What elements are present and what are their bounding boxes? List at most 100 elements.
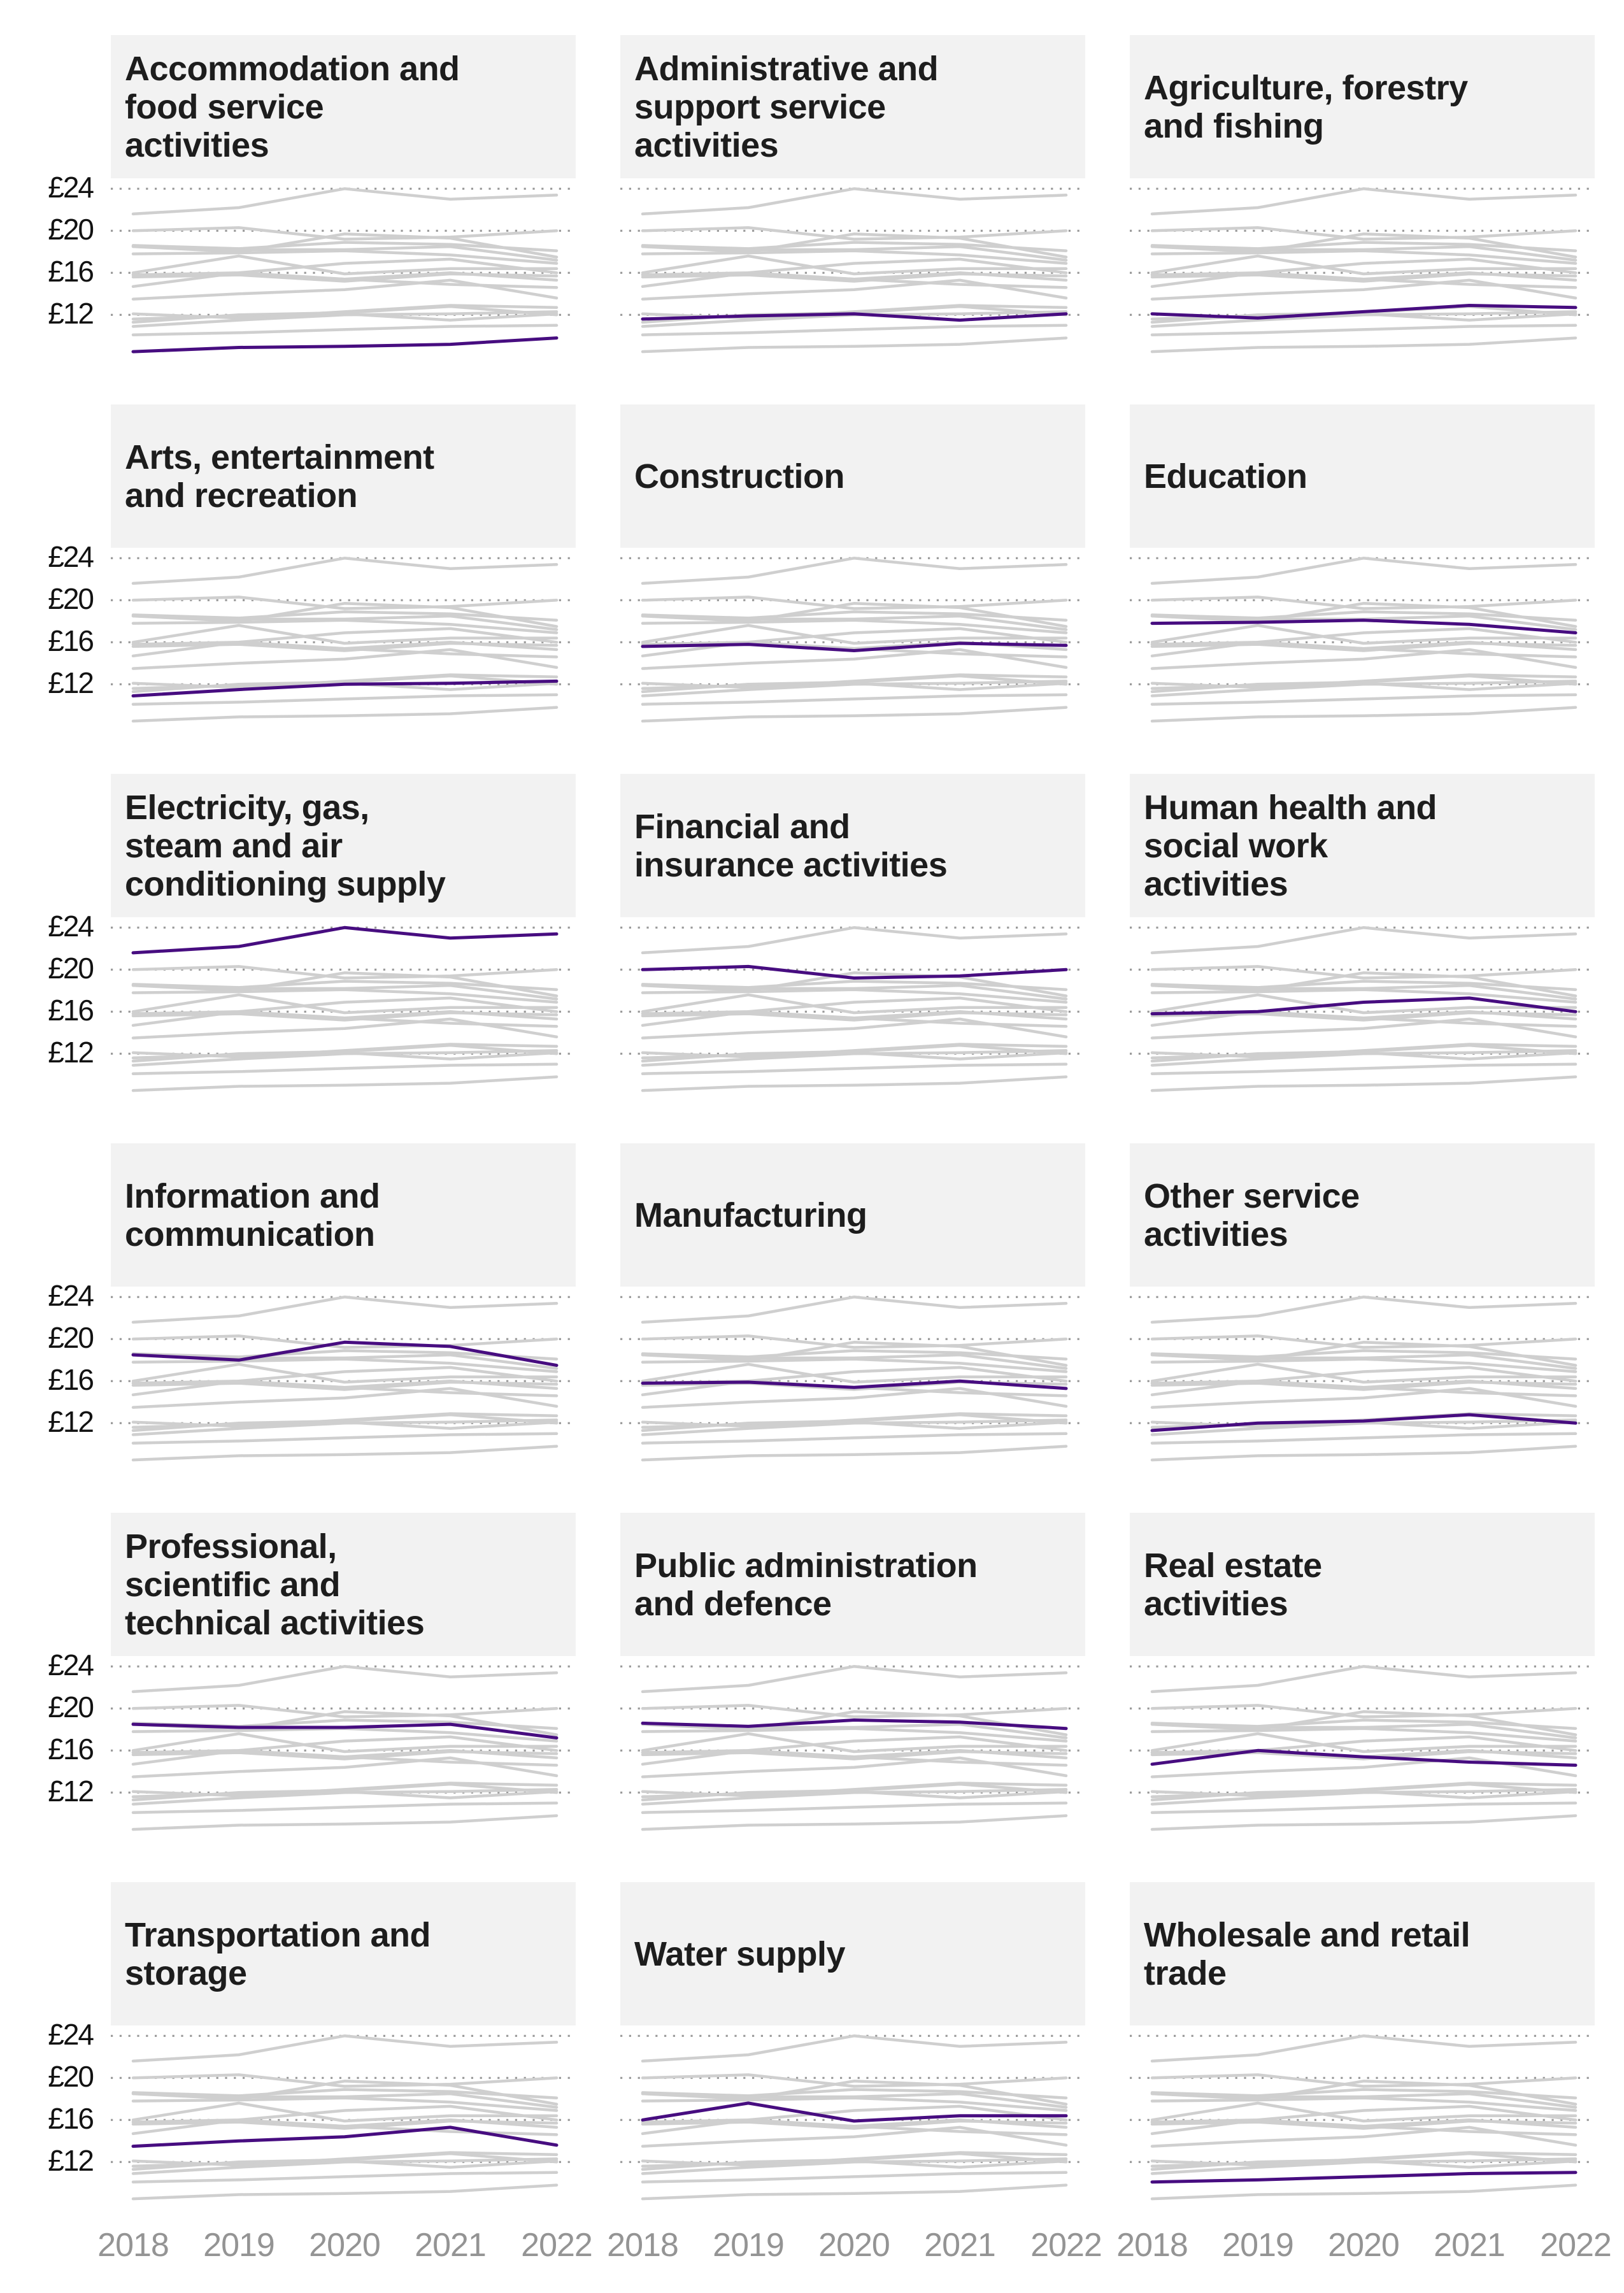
context-line-financial-and-insurance-activities bbox=[1150, 965, 1578, 980]
chart-electricity-gas-steam-and-air-conditioning-supply bbox=[111, 925, 576, 1092]
y-axis-label: £24 bbox=[48, 2018, 94, 2052]
context-line-public-administration-and-defence bbox=[1150, 610, 1578, 622]
context-line-other-service-activities bbox=[641, 1043, 1068, 1063]
y-axis: £24 £20 £16 £12 bbox=[0, 35, 96, 404]
context-line-wholesale-and-retail-trade bbox=[131, 324, 559, 336]
context-line-financial-and-insurance-activities bbox=[641, 226, 1068, 241]
panel-title: Administrative and support service activ… bbox=[634, 49, 939, 164]
chart-agriculture-forestry-and-fishing bbox=[1130, 187, 1595, 354]
context-line-transportation-and-storage bbox=[1150, 1387, 1578, 1409]
panel-title-block: Electricity, gas, steam and air conditio… bbox=[111, 774, 576, 917]
x-axis-label: 2019 bbox=[203, 2227, 275, 2264]
context-line-wholesale-and-retail-trade bbox=[1150, 1801, 1578, 1814]
panel-title-block: Education bbox=[1130, 404, 1595, 548]
y-axis-label: £20 bbox=[48, 2060, 94, 2094]
context-line-water-supply bbox=[1150, 1732, 1578, 1754]
chart-financial-and-insurance-activities bbox=[620, 926, 1085, 1092]
y-axis-label: £24 bbox=[48, 540, 94, 574]
panel-title-block: Accommodation and food service activitie… bbox=[111, 35, 576, 178]
y-axis-label: £16 bbox=[48, 1732, 94, 1766]
y-axis-label: £20 bbox=[48, 952, 94, 985]
context-line-financial-and-insurance-activities bbox=[131, 1334, 559, 1349]
context-line-arts-entertainment-and-recreation bbox=[1150, 1788, 1578, 1806]
panel-construction: Construction bbox=[620, 404, 1085, 774]
x-axis-label: 2021 bbox=[1434, 2227, 1506, 2264]
context-line-arts-entertainment-and-recreation bbox=[131, 2157, 559, 2175]
context-line-accommodation-and-food-service-activities bbox=[1150, 1814, 1578, 1831]
panel-water-supply: Water supply 2018 2019 2020 2021 2022 bbox=[607, 1882, 1102, 2293]
y-axis-label: £20 bbox=[48, 213, 94, 246]
chart-other-service-activities bbox=[1130, 1296, 1595, 1462]
context-line-arts-entertainment-and-recreation bbox=[1150, 680, 1578, 697]
context-line-accommodation-and-food-service-activities bbox=[641, 1075, 1068, 1092]
panel-real-estate-activities: Real estate activities bbox=[1130, 1513, 1595, 1882]
context-line-financial-and-insurance-activities bbox=[131, 2073, 559, 2088]
chart-transportation-and-storage bbox=[111, 2034, 576, 2201]
highlight-line-other-service-activities bbox=[1150, 1413, 1578, 1432]
panel-financial-and-insurance-activities: Financial and insurance activities bbox=[620, 774, 1085, 1143]
highlight-line-water-supply bbox=[641, 2101, 1068, 2123]
context-line-wholesale-and-retail-trade bbox=[1150, 1432, 1578, 1445]
panel-title: Construction bbox=[634, 457, 844, 496]
context-line-water-supply bbox=[131, 2101, 559, 2123]
panel-wholesale-and-retail-trade: Wholesale and retail trade 2018 2019 2020 20… bbox=[1116, 1882, 1612, 2293]
context-line-accommodation-and-food-service-activities bbox=[131, 1075, 559, 1092]
chart-accommodation-and-food-service-activities bbox=[111, 187, 576, 354]
y-axis-label: £16 bbox=[48, 994, 94, 1027]
panel-title: Arts, entertainment and recreation bbox=[125, 438, 434, 515]
y-axis-label: £16 bbox=[48, 624, 94, 658]
context-line-accommodation-and-food-service-activities bbox=[641, 2183, 1068, 2201]
panel-other-service-activities: Other service activities bbox=[1130, 1143, 1595, 1513]
context-line-wholesale-and-retail-trade bbox=[641, 1432, 1068, 1445]
context-line-public-administration-and-defence bbox=[131, 1349, 559, 1361]
chart-public-administration-and-defence bbox=[620, 1665, 1085, 1831]
chart-construction bbox=[620, 557, 1085, 723]
highlight-line-financial-and-insurance-activities bbox=[641, 964, 1068, 980]
context-line-other-service-activities bbox=[1150, 674, 1578, 694]
context-line-public-administration-and-defence bbox=[1150, 1718, 1578, 1730]
context-line-accommodation-and-food-service-activities bbox=[131, 706, 559, 723]
highlight-line-construction bbox=[641, 641, 1068, 652]
context-line-wholesale-and-retail-trade bbox=[641, 693, 1068, 706]
context-line-arts-entertainment-and-recreation bbox=[1150, 1418, 1578, 1436]
y-axis-label: £12 bbox=[48, 1036, 94, 1069]
context-line-wholesale-and-retail-trade bbox=[641, 1801, 1068, 1814]
context-line-financial-and-insurance-activities bbox=[1150, 2073, 1578, 2088]
panel-title-block: Real estate activities bbox=[1130, 1513, 1595, 1656]
panel-title-block: Professional, scientific and technical a… bbox=[111, 1513, 576, 1656]
y-axis-label: £16 bbox=[48, 255, 94, 289]
context-line-electricity-gas-steam-and-air-conditioning-supply bbox=[1150, 1665, 1578, 1694]
panel-title-block: Agriculture, forestry and fishing bbox=[1130, 35, 1595, 178]
context-line-other-service-activities bbox=[641, 1413, 1068, 1432]
y-axis-label: £12 bbox=[48, 1775, 94, 1808]
panel-arts-entertainment-and-recreation: Arts, entertainment and recreation bbox=[111, 404, 576, 774]
context-line-transportation-and-storage bbox=[641, 1756, 1068, 1778]
panel-title: Information and communication bbox=[125, 1176, 380, 1254]
y-axis: £24 £20 £16 £12 bbox=[0, 404, 96, 774]
context-line-electricity-gas-steam-and-air-conditioning-supply bbox=[1150, 1296, 1578, 1324]
panel-accommodation-and-food-service-activities: Accommodation and food service activitie… bbox=[111, 35, 576, 404]
panel-title: Education bbox=[1144, 457, 1307, 496]
panel-title-block: Transportation and storage bbox=[111, 1882, 576, 2025]
context-line-public-administration-and-defence bbox=[1150, 2088, 1578, 2099]
highlight-line-real-estate-activities bbox=[1150, 1748, 1578, 1767]
context-line-accommodation-and-food-service-activities bbox=[1150, 336, 1578, 354]
context-line-water-supply bbox=[1150, 1362, 1578, 1384]
context-line-wholesale-and-retail-trade bbox=[131, 2171, 559, 2183]
y-axis-label: £12 bbox=[48, 297, 94, 331]
panel-title-block: Arts, entertainment and recreation bbox=[111, 404, 576, 548]
context-line-wholesale-and-retail-trade bbox=[131, 1432, 559, 1445]
panel-title: Manufacturing bbox=[634, 1196, 867, 1234]
highlight-line-education bbox=[1150, 618, 1578, 634]
panel-title-block: Construction bbox=[620, 404, 1085, 548]
panel-title: Accommodation and food service activitie… bbox=[125, 49, 460, 164]
panel-electricity-gas-steam-and-air-conditioning-supply: Electricity, gas, steam and air conditio… bbox=[111, 774, 576, 1143]
context-line-water-supply bbox=[641, 254, 1068, 276]
panel-title: Real estate activities bbox=[1144, 1546, 1322, 1623]
y-axis: £24 £20 £16 £12 bbox=[0, 1882, 96, 2293]
context-line-wholesale-and-retail-trade bbox=[1150, 693, 1578, 706]
chart-human-health-and-social-work-activities bbox=[1130, 926, 1595, 1092]
context-line-transportation-and-storage bbox=[641, 278, 1068, 301]
context-line-public-administration-and-defence bbox=[131, 2088, 559, 2099]
x-axis-label: 2021 bbox=[924, 2227, 996, 2264]
